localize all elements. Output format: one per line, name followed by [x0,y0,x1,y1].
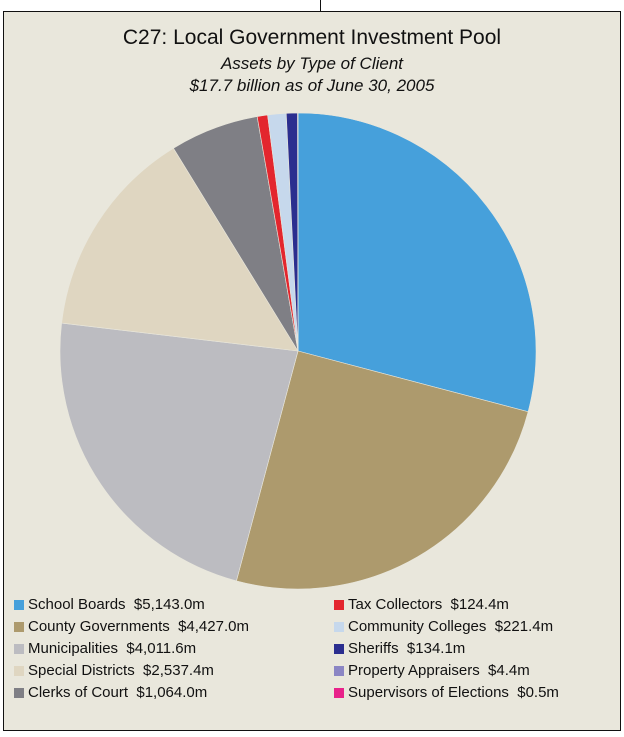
pie-slice-special-districts [61,147,299,352]
legend-label: Municipalities $4,011.6m [28,640,197,657]
legend-item-tax-collectors: Tax Collectors $124.4m [334,594,559,616]
legend-item-municipalities: Municipalities $4,011.6m [14,638,249,660]
chart-subtitle: Assets by Type of Client [220,54,404,73]
legend-label: Tax Collectors $124.4m [348,596,509,613]
legend-item-clerks-of-court: Clerks of Court $1,064.0m [14,682,249,704]
legend-label: Clerks of Court $1,064.0m [28,684,208,701]
legend-item-school-boards: School Boards $5,143.0m [14,594,249,616]
legend-swatch [14,688,24,698]
legend-label: Property Appraisers $4.4m [348,662,530,679]
legend-label: Community Colleges $221.4m [348,618,554,635]
legend-column-2: Tax Collectors $124.4m Community Colleges… [334,594,559,704]
legend-label: School Boards $5,143.0m [28,596,205,613]
legend-item-community-colleges: Community Colleges $221.4m [334,616,559,638]
legend-swatch [334,666,344,676]
legend-swatch [334,688,344,698]
legend-swatch [14,666,24,676]
chart-subtitle-total: $17.7 billion as of June 30, 2005 [189,76,435,95]
chart-panel: C27: Local Government Investment Pool As… [3,11,621,731]
pie-slice-county-governments [236,350,529,590]
legend-label: Special Districts $2,537.4m [28,662,214,679]
legend-item-special-districts: Special Districts $2,537.4m [14,660,249,682]
legend-swatch [334,644,344,654]
legend-column-1: School Boards $5,143.0m County Government… [14,594,249,704]
pie-slice-school-boards [297,112,537,413]
top-rule [320,0,321,12]
legend-swatch [334,622,344,632]
legend-swatch [334,600,344,610]
legend-label: County Governments $4,427.0m [28,618,249,635]
legend-label: Supervisors of Elections $0.5m [348,684,559,701]
legend-item-sheriffs: Sheriffs $134.1m [334,638,559,660]
legend-item-property-appraisers: Property Appraisers $4.4m [334,660,559,682]
legend-swatch [14,622,24,632]
legend-swatch [14,600,24,610]
chart-title: C27: Local Government Investment Pool [122,26,502,49]
pie-chart [59,112,537,590]
legend-item-supervisors-of-elections: Supervisors of Elections $0.5m [334,682,559,704]
pie-slice-municipalities [59,322,299,582]
legend-swatch [14,644,24,654]
legend-item-county-governments: County Governments $4,427.0m [14,616,249,638]
legend-label: Sheriffs $134.1m [348,640,466,657]
